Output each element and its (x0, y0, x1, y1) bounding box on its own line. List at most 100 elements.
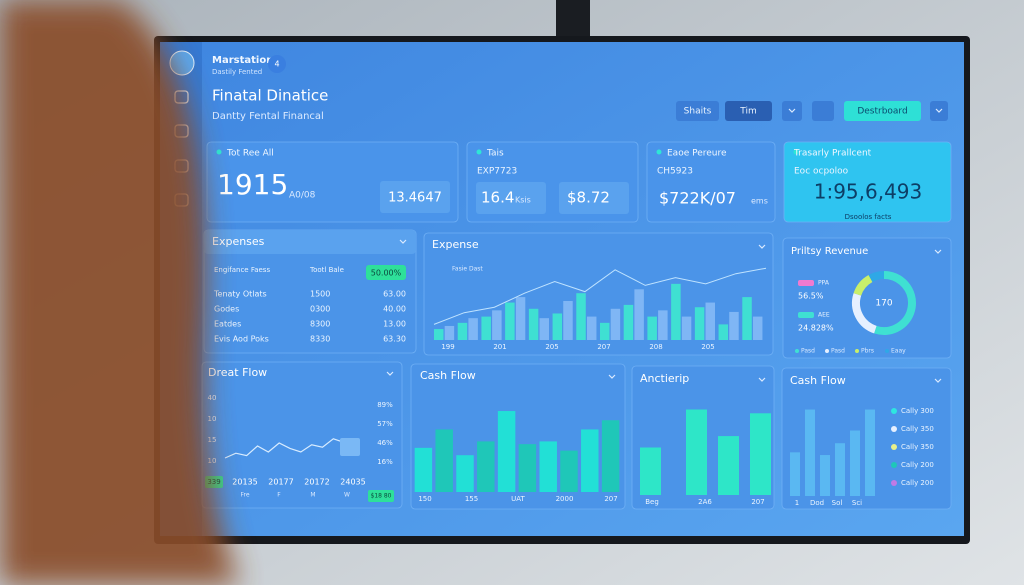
x-tick-label: Dod (810, 499, 824, 507)
panel (782, 237, 952, 359)
bar (576, 293, 586, 340)
brand-sub: Dastily Fented (212, 68, 262, 76)
y-tick-label: 10 (208, 457, 217, 465)
kpi-chip (476, 182, 546, 214)
donut-center: 170 (875, 299, 892, 309)
table-cell: 63.30 (383, 335, 406, 344)
bar (505, 302, 515, 340)
bar (435, 429, 453, 492)
toolbar-label: Tim (739, 107, 757, 117)
panel-title: Anctierip (640, 372, 689, 385)
legend-value: 56.5% (798, 292, 824, 301)
bar (850, 430, 860, 496)
toolbar-icon[interactable] (812, 101, 834, 121)
table-header: Tootl Bale (309, 266, 344, 274)
table-cell: 63.00 (383, 290, 406, 299)
y2-tick-label: 89% (377, 401, 393, 409)
toolbar-button[interactable] (725, 101, 772, 121)
x-tick-label: 150 (418, 495, 431, 503)
table-cell: Eatdes (214, 320, 241, 329)
kpi-dot (656, 149, 662, 155)
badge (268, 55, 286, 73)
kpi-unit: ems (751, 197, 768, 206)
x-tick-label: 24035 (340, 478, 365, 487)
donut-segment (852, 293, 877, 334)
x-tick-label: 1 (795, 499, 799, 507)
chevron (399, 239, 407, 244)
bar (444, 325, 455, 340)
chevron (758, 377, 766, 382)
table-cell: Tenaty Otlats (213, 290, 267, 299)
bar (552, 313, 563, 340)
x-sub-label: F (277, 492, 281, 499)
bar (528, 308, 539, 340)
bar (477, 441, 495, 492)
donut-segment (853, 274, 873, 296)
legend-value: 24.828% (798, 324, 834, 333)
kpi-value: 1:95,6,493 (814, 180, 923, 204)
badge-text: $18 80 (371, 493, 392, 500)
legend-label: Cally 350 (901, 425, 934, 433)
bar (586, 316, 597, 340)
table-cell: 40.00 (383, 305, 406, 314)
chevron (934, 249, 942, 254)
bar (518, 444, 537, 492)
legend-dot (795, 349, 799, 353)
bar (497, 411, 516, 492)
x-tick-label: 199 (441, 343, 454, 351)
table-badge: 50.00% (371, 269, 402, 278)
kpi-unit: A0/08 (289, 191, 316, 201)
bar (634, 289, 644, 340)
bar (457, 322, 468, 340)
x-sub-label: W (344, 492, 350, 499)
x-tick-label: 155 (465, 495, 478, 503)
chevron (608, 374, 616, 379)
legend-dot (891, 408, 897, 414)
table-cell: 8300 (310, 320, 330, 329)
legend-label: Pasd (801, 348, 815, 355)
chevron (758, 244, 766, 249)
kpi-value: 1915 (217, 168, 288, 201)
legend-label: Cally 300 (901, 407, 934, 415)
bar (640, 447, 661, 495)
kpi-dot (476, 149, 482, 155)
bar (750, 413, 771, 495)
x-sub-label: M (310, 492, 315, 499)
toolbar-button[interactable] (844, 101, 921, 121)
toolbar-button[interactable] (676, 101, 719, 121)
line (224, 438, 356, 459)
legend-dot (891, 444, 897, 450)
bar (718, 436, 739, 495)
legend-label: Cally 200 (901, 461, 934, 469)
legend-label: Fasie Dast (452, 266, 483, 273)
kpi-unit: Ksis (515, 196, 531, 205)
toolbar-label: Destrboard (857, 107, 907, 117)
toolbar-icon[interactable] (782, 101, 802, 121)
bar (468, 318, 478, 340)
legend-label: AEE (818, 312, 830, 319)
x-tick-label: 20177 (268, 478, 293, 487)
bar (742, 297, 752, 340)
kpi-side: $8.72 (567, 189, 610, 207)
kpi-foot: Dsoolos facts (845, 213, 892, 221)
x-tick-label: 2A6 (698, 498, 712, 506)
x-tick-label: 201 (493, 343, 506, 351)
page-title: Finatal Dinatice (212, 87, 328, 105)
x-tick-label: 20172 (304, 478, 329, 487)
legend-dot (891, 462, 897, 468)
bar (694, 307, 705, 340)
kpi-value: 16.4 (481, 189, 514, 207)
legend-label: Cally 350 (901, 443, 934, 451)
foreground-person (0, 0, 240, 585)
toolbar-icon[interactable] (930, 101, 948, 121)
legend-swatch (798, 280, 814, 286)
y-tick-label: 40 (208, 394, 217, 402)
panel-title: Cash Flow (790, 374, 846, 387)
chevron (934, 378, 942, 383)
bar (539, 318, 550, 340)
x-tick-label: 205 (701, 343, 714, 351)
bar (835, 443, 845, 496)
bar (790, 452, 800, 496)
bar (729, 311, 739, 340)
kpi-side: 13.4647 (388, 191, 442, 206)
